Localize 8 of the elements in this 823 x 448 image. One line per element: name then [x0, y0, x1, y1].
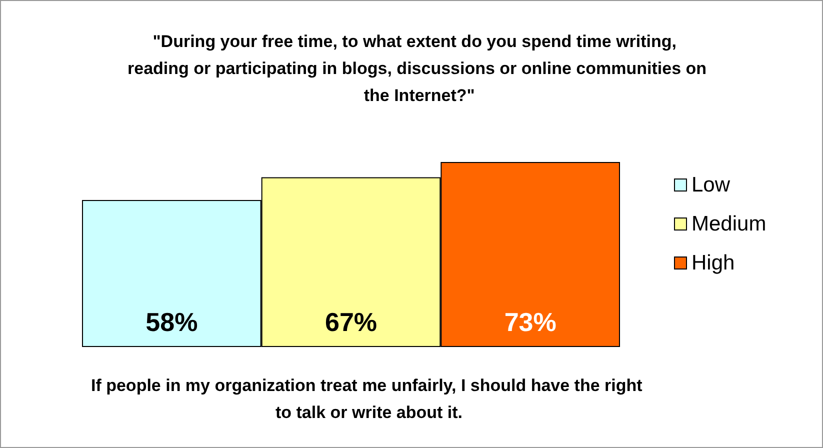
- chart-title: "During your free time, to what extent do you spend time writing, reading or participating in blogs, discussions or online communities on the Internet?": [127, 32, 707, 105]
- data-label: 67%: [324, 307, 378, 337]
- legend-label: Low: [692, 174, 731, 196]
- legend-label: Medium: [692, 212, 766, 236]
- data-label: 58%: [146, 307, 198, 337]
- data-label: 73%: [504, 307, 556, 337]
- x-axis-title: If people in my organization treat me unfairly, I should have the right to talk or write about it.: [90, 376, 648, 422]
- legend-label: High: [692, 252, 735, 274]
